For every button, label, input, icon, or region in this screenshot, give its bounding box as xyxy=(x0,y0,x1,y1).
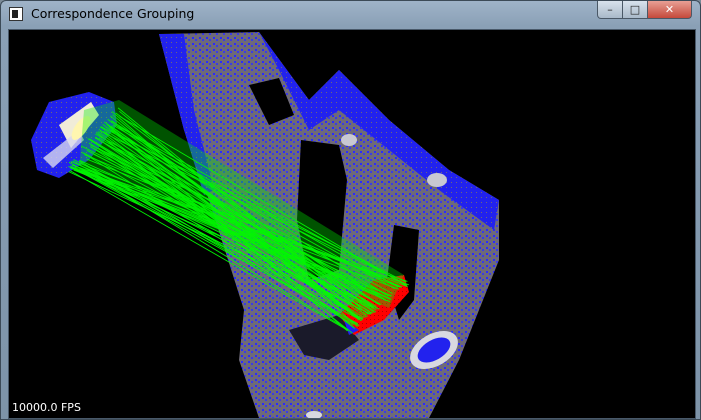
correspondence-line xyxy=(71,164,391,303)
correspondence-line xyxy=(97,133,353,334)
correspondence-line xyxy=(103,121,377,309)
correspondence-line xyxy=(119,116,406,286)
minimize-button[interactable]: – xyxy=(597,1,623,19)
correspondence-line xyxy=(74,168,391,296)
correspondence-line xyxy=(98,129,356,329)
correspondence-line xyxy=(81,151,360,327)
correspondence-line xyxy=(110,115,360,320)
title-bar[interactable]: Correspondence Grouping – □ ✕ xyxy=(1,1,700,29)
correspondence-lines xyxy=(68,107,409,334)
fps-counter: 10000.0 FPS xyxy=(12,401,81,414)
point-cloud-render xyxy=(31,32,499,418)
correspondence-line xyxy=(68,161,363,319)
correspondence-line xyxy=(114,123,408,286)
correspondence-line xyxy=(119,110,368,317)
correspondence-line xyxy=(78,167,350,331)
correspondence-line xyxy=(72,160,354,326)
point-cloud-viewport[interactable]: 10000.0 FPS xyxy=(8,29,696,419)
correspondence-line xyxy=(98,147,373,314)
window-controls: – □ ✕ xyxy=(597,1,692,20)
maximize-button[interactable]: □ xyxy=(623,1,648,19)
app-icon xyxy=(9,7,23,21)
correspondence-line xyxy=(111,120,389,297)
close-button[interactable]: ✕ xyxy=(648,1,692,19)
correspondence-band xyxy=(79,100,404,308)
correspondence-line xyxy=(90,146,364,321)
correspondence-line xyxy=(69,170,349,331)
correspondence-line xyxy=(99,130,405,284)
correspondence-line xyxy=(94,137,387,298)
correspondence-line xyxy=(97,138,377,307)
correspondence-line xyxy=(102,123,362,319)
model-point-cloud xyxy=(31,92,117,178)
correspondence-line xyxy=(108,126,348,332)
window-title: Correspondence Grouping xyxy=(31,6,195,21)
